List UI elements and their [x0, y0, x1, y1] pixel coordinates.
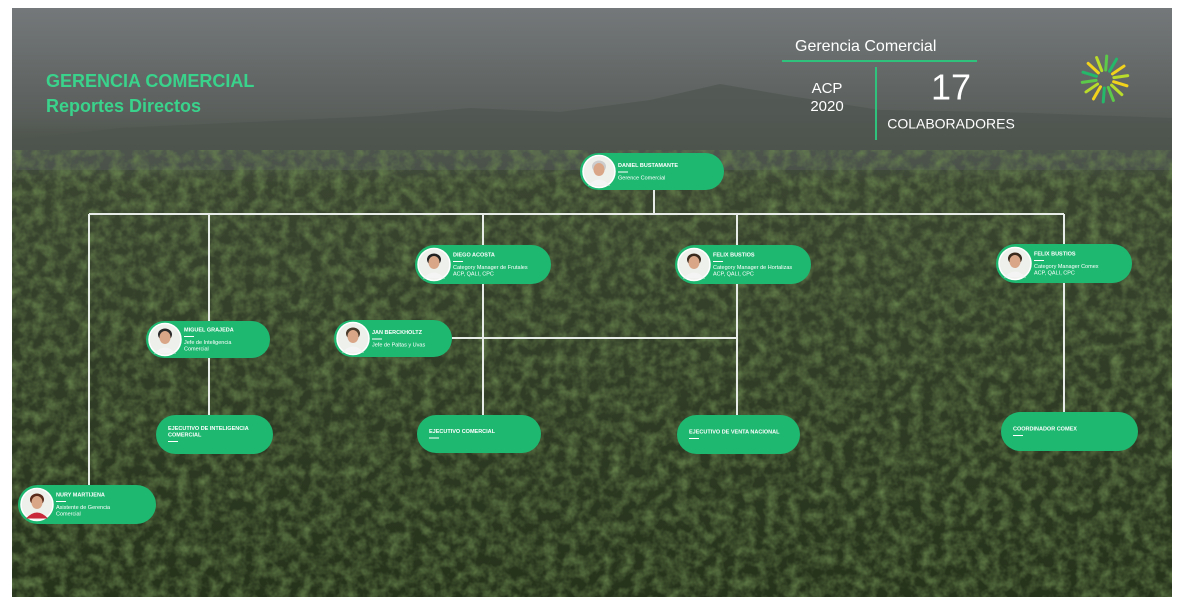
logo-ray	[1103, 88, 1104, 102]
avatar-face	[160, 331, 171, 344]
org-node: FELIX BUSTIOS Category Manager de Hortali…	[675, 245, 811, 284]
header-title: GERENCIA COMERCIAL	[46, 71, 254, 91]
node-role: Asistente de Gerencia	[56, 505, 111, 511]
avatar-face	[594, 163, 605, 176]
org-node: FELIX BUSTIOS Category Manager ComexACP, …	[996, 244, 1132, 283]
node-title: DANIEL BUSTAMANTE	[618, 163, 678, 169]
node-role: Jefe de Inteligencia	[184, 340, 232, 346]
avatar-face	[1010, 255, 1021, 268]
node-title: EJECUTIVO COMERCIAL	[429, 429, 496, 435]
org-node: COORDINADOR COMEX	[1001, 412, 1138, 451]
node-role: Jefe de Paltas y Uvas	[372, 342, 425, 348]
org-node: MIGUEL GRAJEDA Jefe de InteligenciaComerc…	[146, 321, 270, 358]
summary-count: 17	[931, 67, 971, 108]
node-title: EJECUTIVO DE VENTA NACIONAL	[689, 429, 780, 435]
summary-year: 2020	[810, 98, 843, 115]
org-node: JAN BERCKHOLTZ Jefe de Paltas y Uvas	[334, 320, 452, 357]
org-node: DIEGO ACOSTA Category Manager de Frutales…	[415, 245, 551, 284]
node-title: DIEGO ACOSTA	[453, 252, 495, 258]
logo-ray	[1114, 76, 1128, 78]
summary-company: ACP	[812, 80, 843, 97]
avatar-face	[689, 256, 700, 269]
node-role: Comercial	[184, 346, 209, 352]
org-node: EJECUTIVO DE VENTA NACIONAL	[677, 415, 800, 454]
node-title: COMERCIAL	[168, 432, 202, 438]
node-title: FELIX BUSTIOS	[713, 252, 755, 258]
org-node: NURY MARTIJENA Asistente de GerenciaComer…	[18, 485, 156, 524]
node-title: EJECUTIVO DE INTELIGENCIA	[168, 426, 249, 432]
node-title: JAN BERCKHOLTZ	[372, 330, 423, 336]
node-title: COORDINADOR COMEX	[1013, 426, 1077, 432]
node-title: MIGUEL GRAJEDA	[184, 327, 234, 333]
org-chart-slide: GERENCIA COMERCIAL Reportes Directos Ger…	[0, 0, 1177, 600]
avatar-face	[429, 256, 440, 269]
org-node: EJECUTIVO COMERCIAL	[417, 415, 541, 453]
node-role: Category Manager de Frutales	[453, 265, 528, 271]
header-subtitle: Reportes Directos	[46, 96, 201, 116]
node-role: ACP, QALI, CPC	[453, 271, 494, 277]
avatar-face	[348, 330, 359, 343]
logo-ray	[1106, 56, 1107, 70]
logo-ray	[1082, 80, 1096, 82]
node-title: FELIX BUSTIOS	[1034, 251, 1076, 257]
node-title: NURY MARTIJENA	[56, 492, 105, 498]
node-role: Comercial	[56, 511, 81, 517]
summary-area: Gerencia Comercial	[795, 38, 936, 55]
node-role: Gerence Comercial	[618, 175, 665, 181]
node-role: Category Manager Comex	[1034, 264, 1099, 270]
node-role: Category Manager de Hortalizas	[713, 265, 792, 271]
avatar-face	[32, 496, 43, 509]
summary-count-label: COLABORADORES	[887, 116, 1015, 132]
org-node: DANIEL BUSTAMANTE Gerence Comercial	[580, 153, 724, 190]
node-role: ACP, QALI, CPC	[1034, 270, 1075, 276]
node-role: ACP, QALI, CPC	[713, 271, 754, 277]
